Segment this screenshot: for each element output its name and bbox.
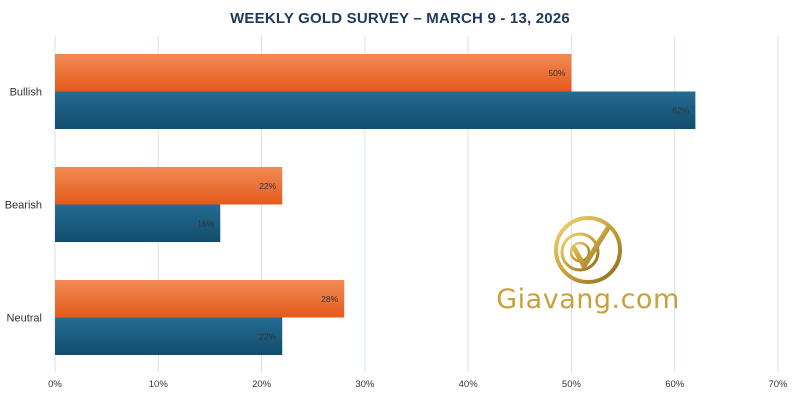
x-tick-label: 20% bbox=[252, 379, 272, 390]
x-tick-label: 60% bbox=[665, 379, 685, 390]
chart-title: WEEKLY GOLD SURVEY – MARCH 9 - 13, 2026 bbox=[230, 10, 570, 27]
bar-bearish-series-2 bbox=[55, 204, 221, 242]
data-label: 50% bbox=[548, 68, 565, 78]
bar-neutral-series-2 bbox=[55, 317, 283, 355]
data-label: 28% bbox=[321, 294, 338, 304]
bar-bullish-series-1 bbox=[55, 54, 572, 92]
category-label: Neutral bbox=[7, 313, 42, 325]
bar-bearish-series-1 bbox=[55, 167, 283, 205]
x-tick-label: 70% bbox=[768, 379, 788, 390]
data-label: 22% bbox=[259, 181, 276, 191]
giavang-logo-icon bbox=[554, 216, 622, 284]
bar-bullish-series-2 bbox=[55, 91, 696, 129]
data-label: 22% bbox=[259, 331, 276, 341]
x-tick-label: 0% bbox=[48, 379, 62, 390]
category-label: Bullish bbox=[10, 87, 42, 99]
bar-neutral-series-1 bbox=[55, 280, 345, 318]
watermark-text: Giavang.com bbox=[496, 284, 680, 315]
x-tick-label: 10% bbox=[149, 379, 169, 390]
category-label: Bearish bbox=[5, 200, 42, 212]
bars bbox=[55, 54, 696, 355]
x-tick-label: 30% bbox=[355, 379, 375, 390]
data-label: 16% bbox=[197, 218, 214, 228]
x-tick-label: 40% bbox=[459, 379, 479, 390]
x-tick-label: 50% bbox=[562, 379, 582, 390]
labels: 0% 10% 20% 30% 40% 50% 60% 70% Bullish 50% 62% Bear… bbox=[5, 68, 788, 390]
data-label: 62% bbox=[672, 105, 689, 115]
